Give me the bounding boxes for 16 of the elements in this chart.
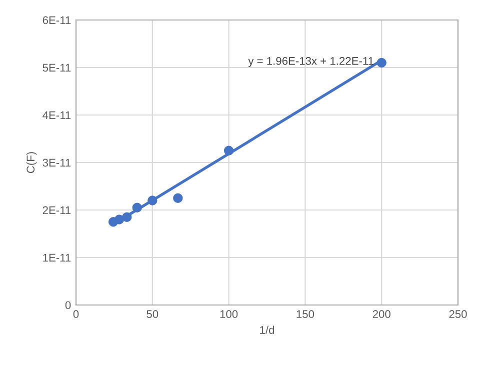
x-tick-label: 100 xyxy=(220,310,238,318)
y-tick-label: 1E-11 xyxy=(43,254,71,262)
y-tick-label: 3E-11 xyxy=(42,158,71,167)
annotation: y = 1.96E-13x + 1.22E-11 xyxy=(248,57,374,68)
x-tick-label: 50 xyxy=(146,310,158,318)
x-tick-label: 150 xyxy=(296,310,314,318)
y-tick-label: 5E-11 xyxy=(42,64,71,72)
y-tick-label: 4E-11 xyxy=(42,111,71,120)
y-tick-label: 2E-11 xyxy=(42,206,71,214)
y-tick-label: 0 xyxy=(65,301,71,310)
x-tick-label: 0 xyxy=(73,310,79,318)
x-tick-label: 200 xyxy=(372,310,390,318)
y-axis-title: C(F) xyxy=(26,152,37,174)
y-tick-label: 6E-11 xyxy=(42,16,71,24)
x-axis-title: 1/d xyxy=(260,326,274,334)
x-tick-label: 250 xyxy=(449,310,467,318)
